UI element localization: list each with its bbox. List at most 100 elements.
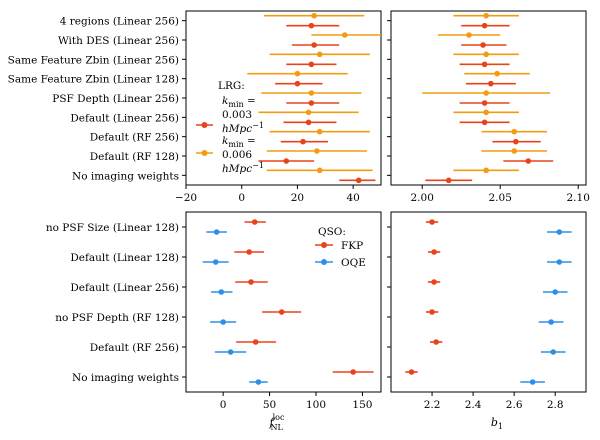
data-point-red (445, 177, 452, 184)
data-point-blue (556, 229, 563, 235)
x-tick-label-lrg-fnl: −20 (175, 192, 197, 204)
x-tick-label-lrg-b1: 2.05 (489, 192, 512, 204)
category-label: 4 regions (Linear 256) (60, 16, 179, 28)
category-label: Default (Linear 256) (70, 282, 179, 294)
data-point-red (408, 369, 415, 375)
x-tick-label-qso-b1: 2.4 (465, 399, 482, 411)
x-tick-label-qso-b1: 2.8 (547, 399, 564, 411)
lrg-legend-kmin-2: kmin = (222, 135, 256, 149)
data-point-red (311, 42, 317, 48)
data-point-orange (466, 32, 472, 38)
qso-legend: QSO: FKP OQE (315, 226, 366, 269)
data-point-red (431, 249, 437, 255)
data-point-blue (212, 259, 219, 265)
x-tick-label-qso-b1: 2.6 (506, 399, 523, 411)
category-label: Default (RF 256) (90, 342, 179, 354)
data-point-orange (494, 70, 500, 77)
data-point-orange (483, 167, 489, 174)
data-point-orange (483, 51, 489, 58)
category-label: Same Feature Zbin (Linear 128) (8, 74, 179, 86)
lrg-legend-value-0006: 0.006 (222, 149, 252, 161)
category-label: Default (Linear 256) (70, 112, 179, 124)
data-point-blue (255, 379, 262, 385)
category-label: PSF Depth (Linear 256) (52, 93, 179, 105)
panel-qso-fnl: 0 50 100 150 no PSF Size (Linear 128) Default… (46, 211, 382, 411)
plot-frame-qso-b1 (390, 211, 587, 393)
lrg-legend-kmin-1: kmin = (222, 95, 256, 109)
data-point-orange (316, 167, 323, 174)
x-tick-label-lrg-fnl: 40 (346, 192, 359, 204)
panel-lrg-fnl: −20 0 20 40 4 regions (Linear 256) With DES (… (8, 10, 382, 204)
data-point-red (350, 369, 356, 375)
data-point-orange (316, 51, 323, 58)
lrg-legend-value-0003: 0.003 (222, 109, 252, 121)
data-point-red (308, 22, 315, 29)
qso-legend-marker-oqe (321, 259, 327, 265)
data-point-orange (311, 12, 317, 19)
x-axis-title-b1: b1 (491, 416, 503, 431)
data-point-red (252, 339, 259, 345)
lrg-legend-marker-0006 (201, 150, 208, 156)
data-point-blue (550, 349, 556, 355)
x-tick-label-qso-fnl: 150 (352, 399, 372, 411)
data-point-red (308, 100, 315, 106)
data-point-blue (218, 289, 225, 295)
data-point-red (429, 309, 435, 315)
data-point-red (513, 138, 519, 145)
data-point-red (294, 80, 301, 87)
lrg-legend-units-1: hMpc−1 (222, 121, 264, 135)
data-point-red (431, 279, 437, 285)
data-point-orange (316, 128, 323, 135)
data-point-blue (213, 229, 220, 235)
qso-legend-label-fkp: FKP (341, 240, 363, 252)
lrg-legend-marker-0003 (201, 122, 208, 128)
panel-lrg-b1: 2.00 2.05 2.10 (387, 10, 590, 204)
data-point-red (246, 249, 252, 255)
data-point-orange (308, 90, 315, 96)
data-point-red (278, 309, 285, 315)
data-point-red (433, 339, 439, 345)
data-point-red (248, 279, 254, 285)
data-point-blue (529, 379, 536, 385)
data-point-blue (552, 289, 559, 295)
category-label: no PSF Size (Linear 128) (46, 222, 179, 234)
data-point-red (481, 100, 488, 106)
x-tick-label-qso-fnl: 100 (306, 399, 326, 411)
data-point-red (429, 219, 435, 225)
x-tick-label-lrg-b1: 2.00 (411, 192, 434, 204)
plot-frame-lrg-b1 (390, 10, 587, 186)
data-point-red (355, 177, 362, 184)
data-point-blue (556, 259, 563, 265)
lrg-legend-units-2: hMpc−1 (222, 161, 264, 175)
data-point-red (481, 61, 488, 68)
x-tick-label-lrg-fnl: 20 (291, 192, 304, 204)
data-point-red (481, 22, 488, 29)
data-point-orange (483, 12, 489, 19)
category-label: Same Feature Zbin (Linear 256) (8, 54, 179, 66)
data-point-blue (220, 319, 226, 325)
category-label: With DES (Linear 256) (58, 35, 179, 47)
category-label: Default (Linear 128) (70, 252, 179, 264)
plot-frame-lrg-fnl (185, 10, 382, 186)
data-point-red (308, 61, 315, 68)
data-point-red (300, 138, 306, 145)
plot-frame-qso-fnl (185, 211, 382, 393)
data-point-red (283, 158, 290, 164)
data-point-orange (511, 128, 518, 135)
qso-legend-title: QSO: (318, 226, 346, 238)
data-point-red (525, 158, 532, 164)
panel-qso-b1: 2.2 2.4 2.6 2.8 (387, 211, 587, 411)
x-axis-title-fnl: floc NL (269, 413, 285, 432)
data-point-blue (227, 349, 234, 355)
category-label: No imaging weights (72, 170, 179, 182)
qso-legend-marker-fkp (321, 242, 327, 248)
category-label: Default (RF 128) (90, 151, 179, 163)
lrg-legend: LRG: kmin = 0.003 hMpc−1 kmin = 0.006 hM… (196, 80, 264, 175)
lrg-legend-title: LRG: (218, 80, 245, 92)
data-point-red (481, 119, 488, 126)
data-point-red (305, 119, 312, 126)
category-label: No imaging weights (72, 372, 179, 384)
data-point-orange (305, 109, 312, 116)
category-label: Default (RF 256) (90, 132, 179, 144)
